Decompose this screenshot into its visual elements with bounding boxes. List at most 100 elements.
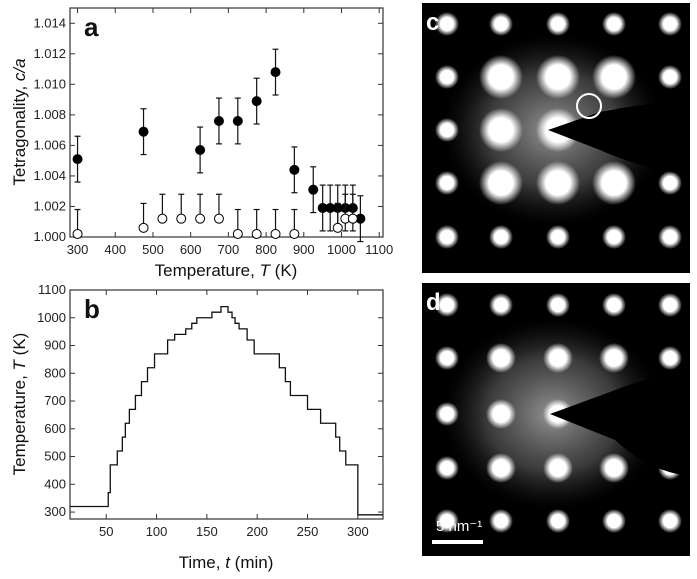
diffraction-spot — [592, 161, 636, 205]
diffraction-spot — [536, 55, 580, 99]
diffraction-spot — [435, 402, 459, 426]
diffraction-spot — [602, 293, 626, 317]
diffraction-spot — [546, 509, 570, 533]
filled-data-point — [72, 154, 83, 165]
y-tick-label: 600 — [44, 421, 66, 436]
filled-data-point — [232, 115, 243, 126]
open-data-point — [251, 228, 262, 239]
y-tick-label: 1100 — [38, 282, 66, 297]
diffraction-spot — [658, 225, 682, 249]
diffraction-spot — [435, 12, 459, 36]
filled-data-point — [213, 115, 224, 126]
y-tick-label: 1.006 — [33, 137, 66, 152]
panel-label-b: b — [84, 294, 100, 324]
beam-stop-c — [548, 100, 690, 175]
diffraction-spot — [599, 343, 629, 373]
y-tick-label: 1.000 — [33, 229, 66, 244]
x-tick-label: 300 — [67, 242, 89, 257]
diffraction-spot — [486, 343, 516, 373]
diffraction-spot — [489, 225, 513, 249]
diffraction-spot — [599, 453, 629, 483]
y-tick-label: 1.012 — [33, 46, 66, 61]
diffraction-spot — [479, 108, 523, 152]
y-axis-title-b: Temperature, T (K) — [10, 333, 29, 476]
diffraction-spot — [489, 12, 513, 36]
x-tick-label: 1100 — [365, 242, 393, 257]
panel-label-a: a — [84, 12, 99, 42]
x-axis-title-a: Temperature, T (K) — [155, 261, 298, 280]
y-tick-label: 900 — [44, 338, 66, 353]
diffraction-spot — [435, 509, 459, 533]
y-axis-title-a: Tetragonality, c/a — [10, 58, 29, 185]
panel-label-d: d — [426, 289, 441, 316]
plot-frame-a — [69, 7, 384, 238]
open-data-point — [138, 222, 149, 233]
x-tick-label: 500 — [142, 242, 164, 257]
panel-label-c: c — [426, 9, 439, 36]
x-tick-label: 150 — [196, 524, 218, 539]
filled-data-point — [251, 96, 262, 107]
diffraction-spot — [435, 118, 459, 142]
open-data-point — [213, 213, 224, 224]
diffraction-spot — [479, 55, 523, 99]
diffraction-spot — [592, 55, 636, 99]
diffraction-spot — [486, 453, 516, 483]
x-axis-title-b: Time, t (min) — [179, 553, 274, 572]
x-tick-label: 1000 — [327, 242, 356, 257]
y-tick-label: 700 — [44, 393, 66, 408]
y-tick-label: 1.014 — [33, 15, 66, 30]
highlight-circle — [576, 93, 602, 119]
y-tick-label: 500 — [44, 449, 66, 464]
diffraction-image-c: c — [422, 3, 690, 273]
y-tick-label: 1000 — [37, 310, 66, 325]
open-data-point — [72, 228, 83, 239]
scale-bar-label: 5 nm⁻¹ — [436, 518, 482, 535]
filled-data-point — [308, 184, 319, 195]
diffraction-image-d: d 5 nm⁻¹ — [422, 283, 690, 556]
y-tick-label: 400 — [44, 476, 66, 491]
diffraction-spot — [602, 509, 626, 533]
open-data-point — [332, 222, 343, 233]
diffraction-spot — [546, 293, 570, 317]
open-data-point — [195, 213, 206, 224]
chart-b: b Time, t (min) Temperature, T (K) 50 100… — [10, 282, 384, 572]
diffraction-spot — [658, 171, 682, 195]
x-tick-label: 250 — [297, 524, 319, 539]
diffraction-spot — [435, 293, 459, 317]
y-tick-label: 800 — [44, 365, 66, 380]
diffraction-spot — [658, 509, 682, 533]
diffraction-spot — [543, 453, 573, 483]
open-data-point — [176, 213, 187, 224]
temperature-profile-line — [70, 306, 383, 516]
diffraction-spot — [546, 225, 570, 249]
diffraction-spot — [435, 225, 459, 249]
diffraction-spot — [658, 346, 682, 370]
diffraction-spot — [658, 293, 682, 317]
x-tick-label: 600 — [180, 242, 202, 257]
open-data-point — [232, 228, 243, 239]
diffraction-spot — [479, 161, 523, 205]
y-tick-label: 1.002 — [33, 198, 66, 213]
diffraction-spot — [602, 12, 626, 36]
diffraction-spot — [489, 509, 513, 533]
y-tick-label: 1.008 — [33, 107, 66, 122]
scale-bar — [432, 540, 483, 544]
x-tick-label: 100 — [146, 524, 168, 539]
x-tick-label: 400 — [104, 242, 126, 257]
x-tick-label: 900 — [293, 242, 315, 257]
x-tick-label: 50 — [99, 524, 113, 539]
diffraction-spot — [435, 456, 459, 480]
beam-stop-d — [550, 370, 690, 476]
filled-data-point — [195, 144, 206, 155]
chart-a: a Temperature, T (K) Tetragonality, c/a … — [10, 7, 393, 280]
diffraction-spot — [546, 12, 570, 36]
y-tick-label: 1.010 — [33, 76, 66, 91]
diffraction-spot — [435, 65, 459, 89]
x-tick-label: 200 — [246, 524, 268, 539]
y-tick-label: 1.004 — [33, 168, 66, 183]
diffraction-spot — [435, 171, 459, 195]
filled-data-point — [138, 126, 149, 137]
open-data-point — [157, 213, 168, 224]
plot-frame-b — [69, 289, 384, 520]
